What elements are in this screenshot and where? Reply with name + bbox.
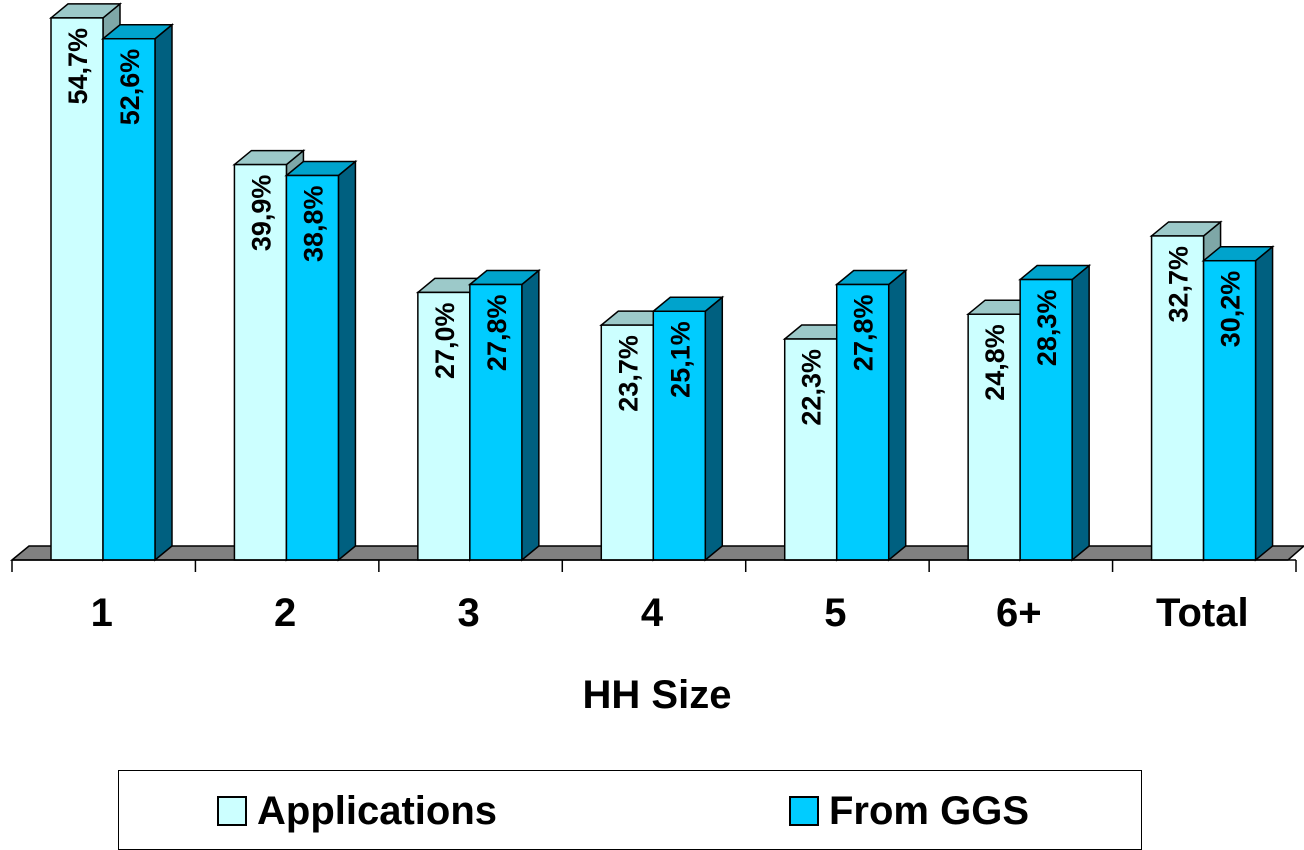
bar-from-ggs: 27,8% [834, 268, 908, 562]
bar-from-ggs: 30,2% [1201, 245, 1275, 562]
bar-front [1202, 259, 1257, 561]
data-label: 25,1% [665, 321, 695, 398]
bar-side [1254, 245, 1274, 562]
data-label: 32,7% [1164, 246, 1194, 323]
legend-item-applications: Applications [217, 789, 497, 833]
x-axis-title: HH Size [583, 673, 732, 717]
data-label: 54,7% [63, 28, 93, 105]
bar-front [233, 163, 288, 561]
bar-side [1071, 263, 1090, 562]
bar-from-ggs: 25,1% [651, 295, 725, 562]
chart-bars: 54,7% 52,6% 39,9% 38,8% 27,0% 27,8% 23,7% 25,1%… [48, 2, 1275, 562]
legend-label-applications: Applications [257, 789, 498, 833]
legend-item-from-ggs: From GGS [789, 789, 1029, 833]
data-label: 52,6% [115, 49, 145, 126]
data-label: 38,8% [298, 185, 328, 262]
data-label: 28,3% [1032, 290, 1062, 367]
data-label: 30,2% [1216, 271, 1246, 348]
x-tick-label: Total [1156, 591, 1249, 635]
x-tick-label: 3 [457, 591, 479, 635]
bar-front [783, 338, 838, 561]
x-tick-label: 6+ [996, 591, 1042, 635]
data-label: 39,9% [246, 175, 276, 252]
bar-front [1019, 278, 1073, 561]
data-label: 27,8% [849, 295, 879, 372]
legend-label-from-ggs: From GGS [829, 789, 1030, 833]
legend-swatch-applications [217, 796, 247, 826]
bar-side [887, 268, 907, 562]
bar-from-ggs: 38,8% [284, 159, 358, 562]
x-tick-label: 2 [274, 591, 296, 635]
bar-from-ggs: 52,6% [100, 23, 175, 562]
bar-side [704, 295, 724, 562]
bar-side [337, 159, 357, 562]
bar-front [469, 283, 523, 561]
data-label: 23,7% [613, 335, 643, 412]
x-axis: 1 2 3 4 5 6+ Total [11, 559, 1297, 635]
bar-from-ggs: 28,3% [1018, 263, 1092, 562]
bar-side [521, 268, 540, 562]
x-tick-label: 5 [824, 591, 846, 635]
bar-from-ggs: 27,8% [467, 268, 541, 562]
data-label: 27,8% [482, 295, 512, 372]
data-label: 22,3% [797, 349, 827, 426]
data-label: 24,8% [980, 324, 1010, 401]
legend-swatch-from-ggs [789, 796, 819, 826]
data-label: 27,0% [430, 302, 460, 379]
bar-front [285, 174, 340, 561]
x-tick-label: 1 [91, 591, 113, 635]
bar-front [652, 310, 707, 561]
bar-side [154, 23, 173, 562]
legend: Applications From GGS [118, 770, 1142, 850]
x-tick-label: 4 [641, 591, 664, 635]
